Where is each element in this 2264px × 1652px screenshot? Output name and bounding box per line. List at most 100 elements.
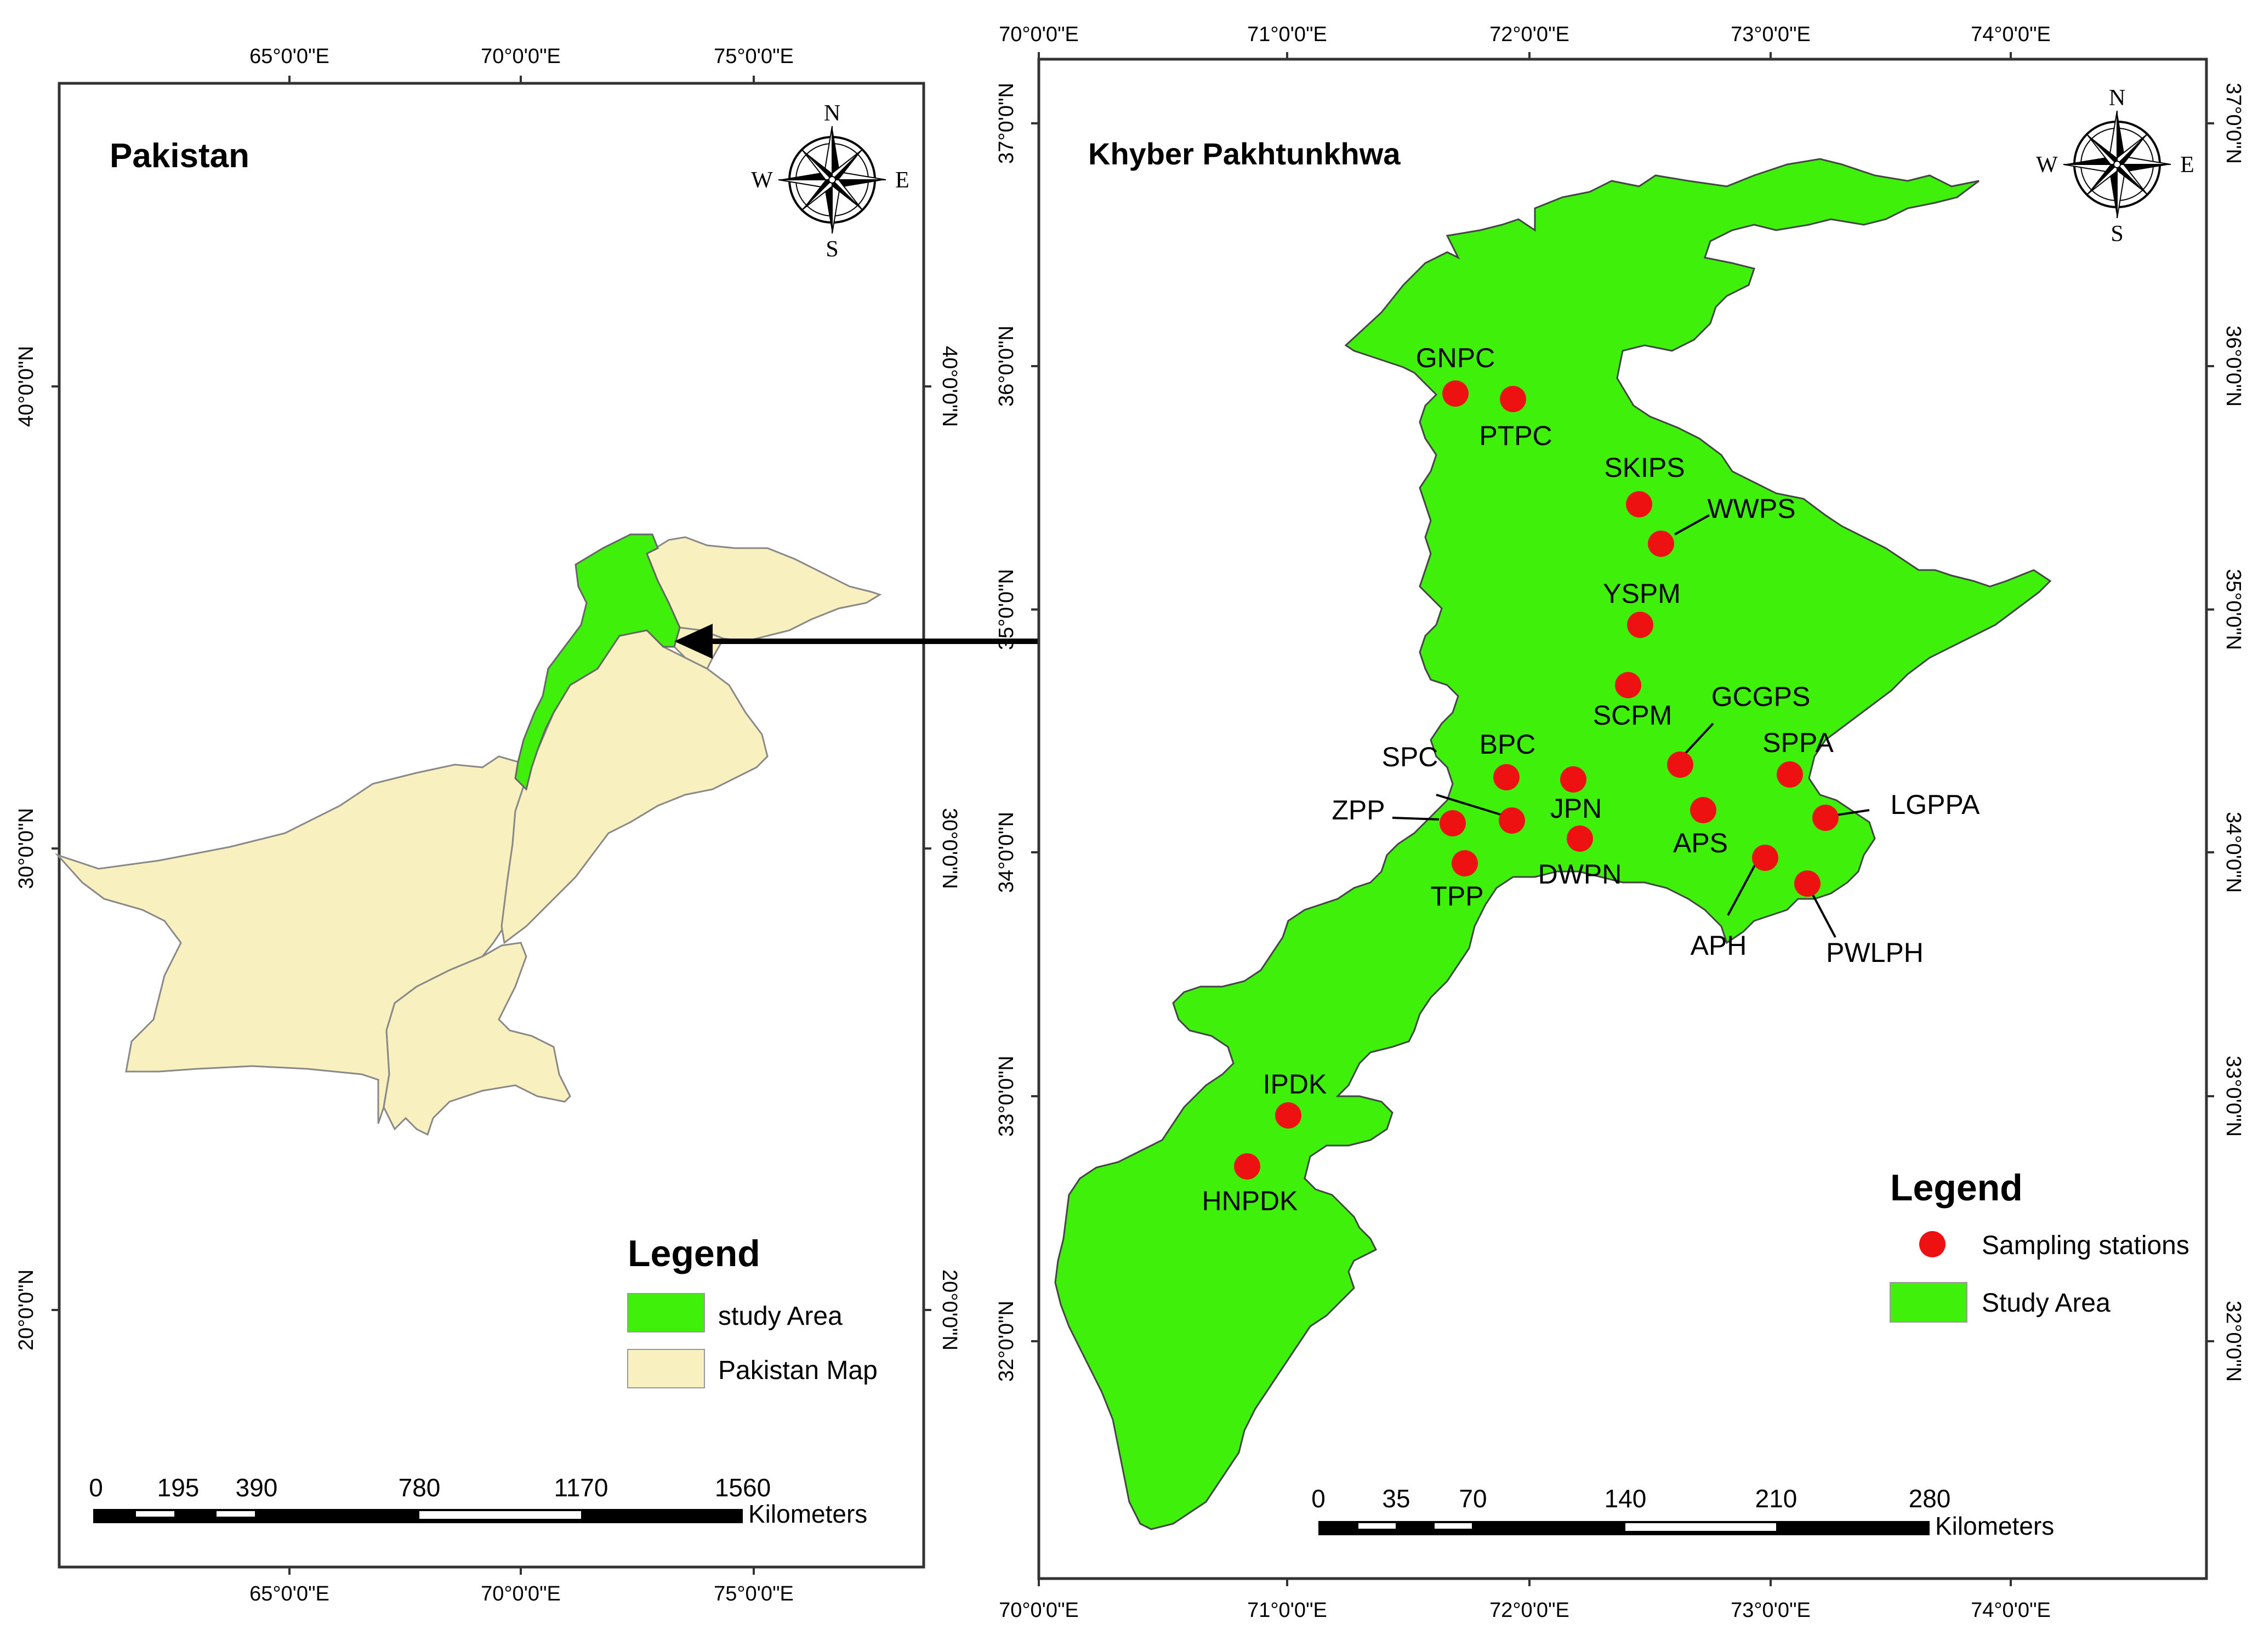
compass-e-label: E [895,168,909,193]
scale-label: 0 [89,1473,103,1502]
compass-w-label: W [2036,152,2058,178]
legend-label-study-area: study Area [718,1302,843,1331]
right-left-side-ticks: 37°0'0"N 36°0'0"N 35°0'0"N 34°0'0"N 33°0… [995,83,1039,1382]
left-right-tick-label: 40°0'0"N [938,346,961,427]
legend-label-pakistan: Pakistan Map [718,1356,878,1385]
right-map-title: Khyber Pakhtunkhwa [1088,136,1401,171]
pakistan-country-shape [55,533,882,1136]
scale-label: 140 [1605,1484,1647,1513]
left-compass-icon: N E S W [751,101,909,262]
compass-n-label: N [824,101,840,126]
station-label-pwlph: PWLPH [1826,937,1924,968]
station-label-aph: APH [1691,930,1747,961]
scale-label: 0 [1311,1484,1326,1513]
left-right-tick-label: 30°0'0"N [938,808,961,889]
right-top-tick-label: 70°0'0"E [999,23,1079,46]
left-top-ticks: 65°0'0"E 70°0'0"E 75°0'0"E [249,45,794,83]
scale-label: 1170 [554,1473,608,1502]
right-bottom-tick-label: 70°0'0"E [999,1599,1079,1622]
station-dot-wwps [1648,531,1674,557]
left-right-side-ticks: 40°0'0"N 30°0'0"N 20°0'0"N [924,346,961,1351]
right-bottom-ticks: 70°0'0"E 71°0'0"E 72°0'0"E 73°0'0"E 74°0… [999,1579,2051,1622]
right-left-tick-label: 37°0'0"N [995,83,1018,164]
station-dot-yspm [1627,612,1653,638]
station-dot-jpn [1560,766,1586,793]
left-scale-bar: 0 195 390 780 1170 1560 Kilometers [89,1473,867,1528]
right-right-tick-label: 33°0'0"N [2222,1056,2245,1137]
right-scale-bar: 0 35 70 140 210 280 Kilometers [1311,1484,2054,1540]
scale-label: 390 [236,1473,278,1502]
kpk-map-panel: 70°0'0"E 71°0'0"E 72°0'0"E 73°0'0"E 74°0… [995,23,2245,1622]
legend-label-stations: Sampling stations [1982,1231,2189,1260]
right-compass-icon: N E S W [2036,86,2194,247]
legend-swatch-stations [1919,1231,1946,1257]
station-label-gnpc: GNPC [1416,343,1495,373]
sampling-stations: GNPC PTPC SKIPS WWPS YSPM SCPM GCGPS SPP… [1202,343,1980,1216]
station-label-zpp: ZPP [1332,795,1385,825]
right-top-tick-label: 72°0'0"E [1489,23,1569,46]
station-label-hnpdk: HNPDK [1202,1186,1298,1216]
station-label-sppa: SPPA [1762,727,1834,758]
right-top-tick-label: 71°0'0"E [1247,23,1327,46]
station-dot-tpp [1452,850,1478,876]
right-right-tick-label: 37°0'0"N [2222,83,2245,164]
pakistan-map-panel: 65°0'0"E 70°0'0"E 75°0'0"E 65°0'0"E 70°0… [15,45,961,1605]
left-bottom-tick-label: 75°0'0"E [714,1582,794,1605]
right-right-tick-label: 34°0'0"N [2222,812,2245,893]
left-legend: Legend study Area Pakistan Map [627,1233,878,1388]
scale-label: 280 [1909,1484,1951,1513]
station-label-tpp: TPP [1430,881,1483,912]
right-left-tick-label: 36°0'0"N [995,326,1018,407]
station-dot-ptpc [1500,386,1526,412]
station-dot-sppa [1777,761,1803,788]
left-bottom-ticks: 65°0'0"E 70°0'0"E 75°0'0"E [249,1567,794,1605]
station-dot-hnpdk [1234,1153,1260,1180]
scale-unit: Kilometers [1935,1512,2054,1540]
scale-label: 35 [1382,1484,1410,1513]
station-dot-bpc [1493,764,1520,790]
station-dot-spc [1499,807,1525,834]
station-label-wwps: WWPS [1707,493,1795,524]
right-left-tick-label: 33°0'0"N [995,1056,1018,1137]
scale-label: 210 [1755,1484,1797,1513]
station-label-dwpn: DWPN [1538,859,1622,890]
compass-n-label: N [2109,86,2125,111]
compass-w-label: W [751,168,773,193]
station-label-gcgps: GCGPS [1711,681,1811,712]
station-dot-lgppa [1812,805,1839,831]
right-left-tick-label: 32°0'0"N [995,1301,1018,1382]
right-top-tick-label: 73°0'0"E [1731,23,1811,46]
station-dot-skips [1626,491,1652,517]
compass-e-label: E [2180,152,2194,178]
station-label-jpn: JPN [1550,793,1602,824]
right-top-tick-label: 74°0'0"E [1971,23,2051,46]
station-label-spc: SPC [1382,742,1438,772]
station-label-scpm: SCPM [1593,700,1672,731]
left-side-tick-label: 40°0'0"N [15,346,38,427]
left-top-tick-label: 65°0'0"E [249,45,329,68]
left-bottom-tick-label: 70°0'0"E [481,1582,561,1605]
left-side-ticks: 40°0'0"N 30°0'0"N 20°0'0"N [15,346,59,1351]
station-dot-dwpn [1567,825,1593,852]
station-dot-scpm [1615,672,1641,698]
compass-s-label: S [826,237,838,262]
compass-s-label: S [2111,221,2123,247]
right-left-tick-label: 34°0'0"N [995,812,1018,893]
scale-unit: Kilometers [748,1500,867,1528]
right-bottom-tick-label: 71°0'0"E [1247,1599,1327,1622]
right-right-side-ticks: 37°0'0"N 36°0'0"N 35°0'0"N 34°0'0"N 33°0… [2206,83,2245,1382]
legend-label-kpk-study-area: Study Area [1982,1289,2111,1318]
legend-swatch-kpk-study-area [1890,1282,1967,1323]
right-right-tick-label: 36°0'0"N [2222,326,2245,407]
province-sindh [383,942,571,1136]
station-label-bpc: BPC [1480,729,1536,760]
right-right-tick-label: 35°0'0"N [2222,569,2245,650]
left-top-tick-label: 75°0'0"E [714,45,794,68]
station-label-yspm: YSPM [1603,578,1681,609]
station-dot-zpp [1440,810,1466,836]
legend-swatch-pakistan [627,1349,705,1388]
left-side-tick-label: 20°0'0"N [15,1269,38,1351]
right-bottom-tick-label: 74°0'0"E [1971,1599,2051,1622]
station-dot-gcgps [1667,751,1693,778]
